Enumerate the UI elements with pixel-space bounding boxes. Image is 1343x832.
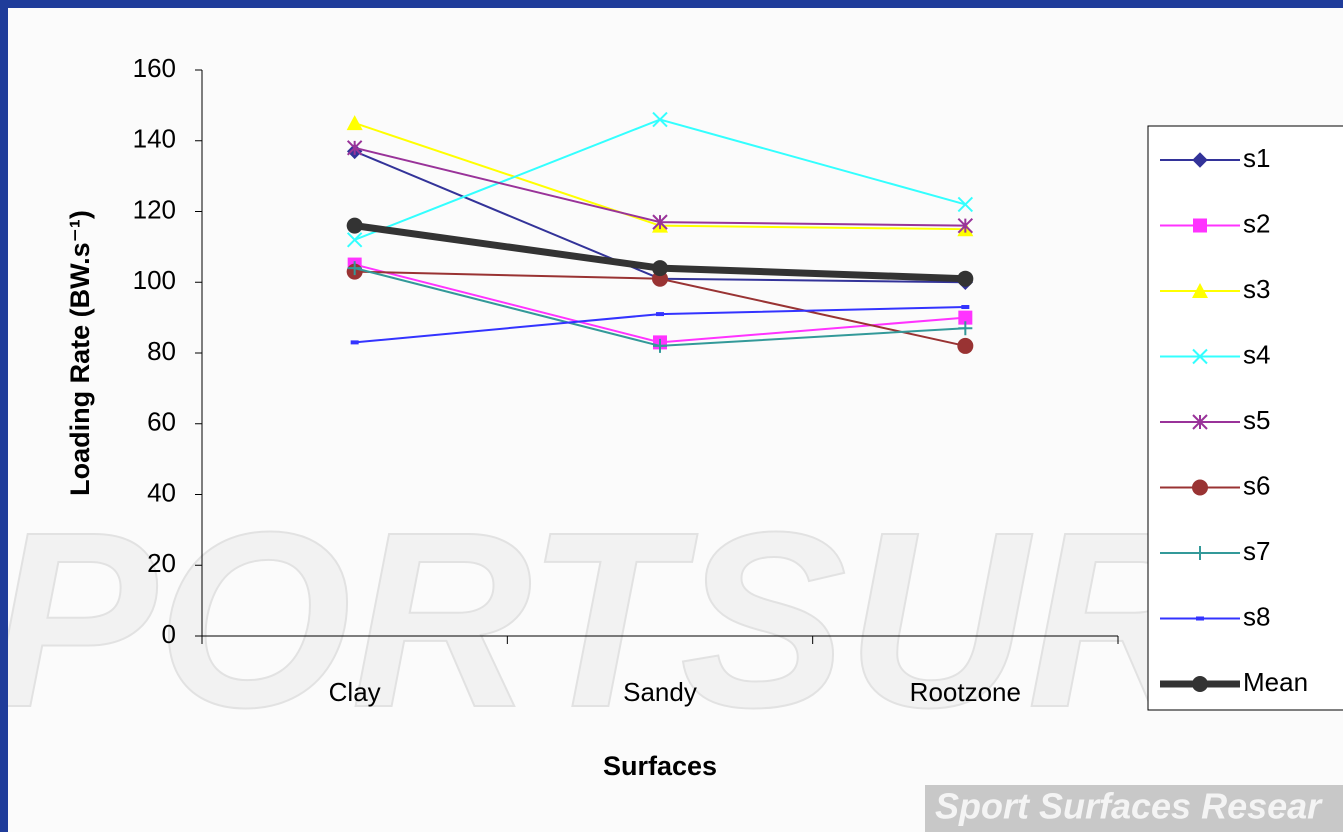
legend-label: s8 bbox=[1243, 601, 1270, 631]
x-tick-label: Rootzone bbox=[910, 677, 1021, 707]
x-axis-title: Surfaces bbox=[603, 751, 717, 781]
y-tick-label: 80 bbox=[147, 336, 176, 366]
legend-label: s5 bbox=[1243, 405, 1270, 435]
legend-marker bbox=[1192, 676, 1208, 692]
legend-label: s2 bbox=[1243, 208, 1270, 238]
y-axis-title: Loading Rate (BW.s⁻¹) bbox=[65, 210, 95, 496]
data-point bbox=[351, 340, 359, 344]
y-tick-label: 100 bbox=[133, 265, 176, 295]
watermark-tagline: Sport Surfaces Resear bbox=[935, 786, 1323, 827]
x-tick-label: Sandy bbox=[623, 677, 697, 707]
legend-marker bbox=[1192, 480, 1208, 496]
legend-label: s6 bbox=[1243, 470, 1270, 500]
data-point bbox=[961, 305, 969, 309]
y-tick-label: 0 bbox=[162, 619, 176, 649]
data-point bbox=[347, 218, 363, 234]
left-bar bbox=[0, 0, 8, 832]
top-bar bbox=[0, 0, 1343, 8]
y-tick-label: 20 bbox=[147, 548, 176, 578]
legend-label: Mean bbox=[1243, 667, 1308, 697]
watermark-logo: PORTSUR bbox=[0, 480, 1208, 759]
y-tick-label: 160 bbox=[133, 53, 176, 83]
legend-marker bbox=[1196, 617, 1204, 621]
legend-label: s4 bbox=[1243, 339, 1270, 369]
legend-label: s7 bbox=[1243, 536, 1270, 566]
data-point bbox=[957, 338, 973, 354]
x-tick-label: Clay bbox=[329, 677, 381, 707]
data-point bbox=[656, 312, 664, 316]
y-tick-label: 40 bbox=[147, 477, 176, 507]
slide: PORTSUR Sport Surfaces Resear Surfaces L… bbox=[0, 0, 1343, 832]
y-tick-label: 140 bbox=[133, 124, 176, 154]
legend-label: s3 bbox=[1243, 274, 1270, 304]
data-point bbox=[652, 260, 668, 276]
legend-marker bbox=[1193, 219, 1207, 233]
legend-label: s1 bbox=[1243, 143, 1270, 173]
y-tick-label: 120 bbox=[133, 194, 176, 224]
data-point bbox=[957, 271, 973, 287]
y-tick-label: 60 bbox=[147, 407, 176, 437]
